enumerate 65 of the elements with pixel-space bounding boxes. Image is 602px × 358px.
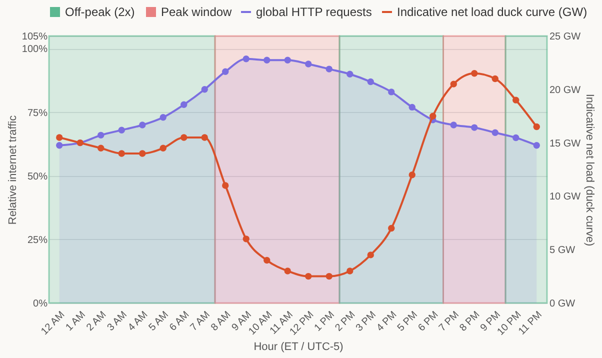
y-tick-label: 75% bbox=[27, 108, 48, 119]
point bbox=[160, 114, 166, 121]
point bbox=[242, 236, 250, 242]
point bbox=[305, 272, 312, 280]
point bbox=[533, 123, 540, 130]
legend-label: Indicative net load duck curve (GW) bbox=[397, 5, 588, 19]
y2-tick-label: 10 GW bbox=[550, 192, 582, 203]
point bbox=[118, 126, 125, 134]
point bbox=[430, 112, 436, 120]
y2-tick-label: 20 GW bbox=[550, 84, 582, 96]
point bbox=[326, 272, 332, 280]
point bbox=[201, 134, 208, 141]
y-tick-label: 0% bbox=[33, 298, 48, 310]
point bbox=[264, 256, 270, 264]
point bbox=[201, 86, 208, 93]
y2-tick-label: 25 GW bbox=[550, 32, 582, 42]
y-tick-label: 25% bbox=[27, 234, 48, 246]
point bbox=[264, 56, 270, 64]
point bbox=[56, 134, 63, 141]
point bbox=[471, 70, 478, 77]
point bbox=[305, 60, 312, 68]
legend-label: Peak window bbox=[161, 5, 232, 19]
point bbox=[533, 142, 540, 149]
point bbox=[242, 56, 250, 62]
point bbox=[492, 129, 498, 136]
point bbox=[180, 101, 188, 108]
point bbox=[284, 56, 291, 64]
point bbox=[346, 268, 354, 274]
point bbox=[346, 70, 354, 78]
y2-axis-title: Indicative net load (duck curve) bbox=[584, 94, 596, 246]
point bbox=[222, 182, 229, 189]
legend-label: global HTTP requests bbox=[256, 5, 372, 19]
y-tick-label: 100% bbox=[22, 44, 48, 56]
point bbox=[492, 75, 498, 82]
x-tick-label: 3 PM bbox=[354, 310, 378, 334]
point bbox=[118, 150, 125, 157]
point bbox=[180, 134, 188, 141]
y-axis-title: Relative internet traffic bbox=[6, 114, 19, 225]
x-axis-title: Hour (ET / UTC-5) bbox=[254, 341, 344, 354]
point bbox=[139, 150, 146, 157]
point bbox=[388, 224, 395, 232]
point bbox=[408, 171, 416, 178]
point bbox=[471, 124, 478, 131]
point bbox=[98, 144, 104, 152]
point bbox=[160, 144, 166, 152]
point bbox=[139, 122, 146, 128]
point bbox=[222, 68, 229, 75]
point bbox=[56, 142, 63, 149]
point bbox=[98, 132, 104, 139]
y2-tick-label: 5 GW bbox=[550, 245, 576, 256]
point bbox=[388, 88, 395, 96]
point bbox=[367, 252, 374, 258]
point bbox=[408, 104, 416, 111]
y-tick-label: 50% bbox=[27, 171, 48, 182]
y2-tick-label: 0 GW bbox=[550, 298, 576, 310]
point bbox=[512, 96, 520, 104]
y-tick-label: 105% bbox=[22, 32, 48, 42]
point bbox=[450, 80, 457, 88]
point bbox=[284, 268, 291, 274]
y2-tick-label: 15 GW bbox=[550, 138, 582, 150]
point bbox=[367, 78, 374, 86]
point bbox=[450, 122, 457, 128]
point bbox=[512, 134, 520, 142]
legend-label: Off-peak (2x) bbox=[65, 5, 135, 19]
point bbox=[326, 66, 332, 72]
